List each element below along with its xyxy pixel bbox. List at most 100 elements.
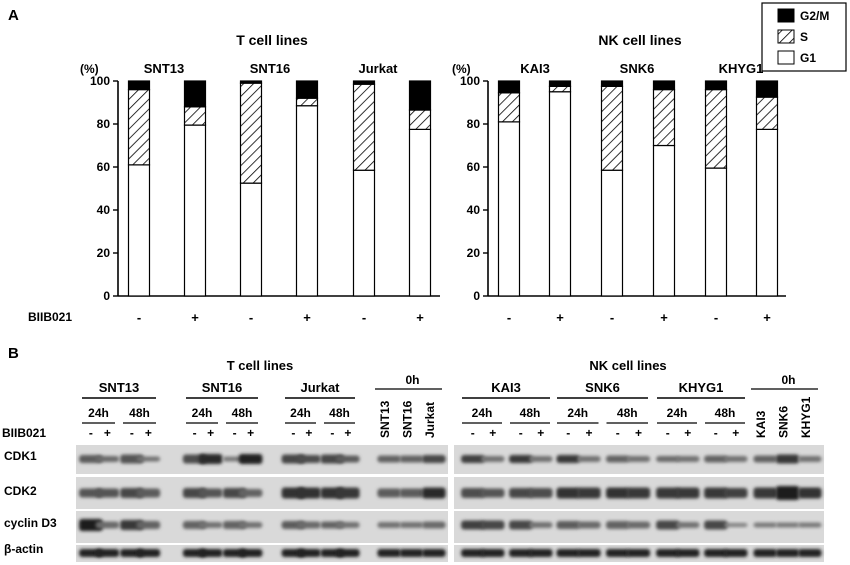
blot-band bbox=[481, 520, 505, 530]
blot-band bbox=[577, 487, 601, 499]
blot-band bbox=[529, 456, 553, 462]
nk-chart-bar-3-s bbox=[600, 85, 624, 171]
left-blot-mark: - bbox=[193, 426, 197, 440]
blot-band bbox=[481, 488, 505, 498]
right-blot-line-label: KHYG1 bbox=[679, 380, 724, 395]
blot-band bbox=[577, 456, 601, 462]
right-blot-time-label: 24h bbox=[472, 406, 493, 420]
right-blot-line-label: SNK6 bbox=[585, 380, 620, 395]
blot-band bbox=[399, 455, 424, 463]
right-zero-lane-label: KHYG1 bbox=[799, 396, 813, 438]
left-blot-mark: + bbox=[145, 426, 152, 440]
nk-chart-ytick-label: 20 bbox=[467, 246, 481, 260]
nk-line-label-khyg1: KHYG1 bbox=[719, 61, 764, 76]
legend: G2/M S G1 bbox=[761, 2, 847, 72]
legend-box bbox=[761, 2, 847, 72]
t-treatment-mark: - bbox=[362, 310, 366, 325]
blot-band bbox=[336, 522, 360, 528]
blot-band bbox=[656, 549, 680, 557]
blot-band bbox=[336, 487, 360, 499]
blot-band bbox=[79, 519, 103, 531]
blot-band bbox=[336, 549, 360, 557]
nk-treatment-mark: + bbox=[660, 310, 668, 325]
right-blot-mark: + bbox=[684, 426, 691, 440]
t-line-label-jurkat: Jurkat bbox=[358, 61, 398, 76]
blot-band bbox=[775, 486, 800, 500]
blot-band bbox=[461, 455, 485, 463]
blot-band bbox=[95, 549, 120, 557]
blot-band bbox=[704, 549, 728, 557]
blot-band bbox=[422, 549, 446, 557]
nk-chart-bar-2-s bbox=[548, 85, 572, 93]
right-zero-label: 0h bbox=[781, 373, 795, 387]
nk-chart-bar-6-g1 bbox=[755, 128, 779, 297]
blot-band bbox=[95, 521, 120, 529]
t-treatment-mark: + bbox=[303, 310, 311, 325]
panel-a-treatment-marks: - - + + - - + + - - + + bbox=[137, 310, 771, 325]
t-chart-ylabel: (%) bbox=[80, 62, 99, 76]
blot-band bbox=[377, 549, 401, 557]
blot-band bbox=[509, 549, 533, 557]
left-blot-mark: + bbox=[305, 426, 312, 440]
blot-band bbox=[136, 521, 161, 529]
t-line-label-snt16: SNT16 bbox=[250, 61, 290, 76]
right-blot-time-label: 48h bbox=[617, 406, 638, 420]
nk-chart-ylabel: (%) bbox=[452, 62, 471, 76]
panel-b-label: B bbox=[8, 345, 19, 362]
t-chart-bar-3-g1 bbox=[239, 182, 263, 297]
t-chart-bar-5-g2m bbox=[352, 80, 376, 85]
t-cell-chart-plot: 0 20 40 60 80 100 bbox=[90, 74, 440, 303]
blot-band bbox=[605, 521, 630, 529]
blot-band bbox=[626, 456, 651, 462]
left-blot-mark: - bbox=[233, 426, 237, 440]
blot-band bbox=[136, 456, 161, 462]
legend-label-g1: G1 bbox=[800, 51, 816, 65]
blot-band bbox=[529, 488, 553, 498]
nk-chart-bar-2-g2m bbox=[548, 80, 572, 87]
blot-band bbox=[238, 522, 263, 528]
nk-chart-ytick-label: 80 bbox=[467, 117, 481, 131]
nk-chart-title: NK cell lines bbox=[598, 32, 681, 48]
blot-band bbox=[556, 549, 580, 557]
t-cell-chart: T cell lines (%) SNT13 SNT16 Jurkat 0 20 4… bbox=[80, 32, 440, 303]
blot-band bbox=[676, 487, 700, 499]
t-line-label-snt13: SNT13 bbox=[144, 61, 184, 76]
left-blot-mark: - bbox=[330, 426, 334, 440]
blot-band bbox=[136, 549, 161, 557]
right-blot-mark: - bbox=[616, 426, 620, 440]
right-blot-mark: - bbox=[519, 426, 523, 440]
t-chart-bar-4-g2m bbox=[295, 80, 319, 99]
blot-band bbox=[509, 488, 533, 498]
nk-chart-ytick-label: 0 bbox=[473, 289, 480, 303]
left-blot-time-label: 24h bbox=[290, 406, 311, 420]
blot-band bbox=[297, 549, 321, 557]
protein-label-cdk2: CDK2 bbox=[4, 484, 37, 498]
blot-band bbox=[775, 549, 800, 557]
blot-band bbox=[798, 549, 822, 557]
left-blot-mark: + bbox=[247, 426, 254, 440]
nk-chart-ytick-label: 60 bbox=[467, 160, 481, 174]
nk-chart-bar-6-g2m bbox=[755, 80, 779, 98]
protein-label-cdk1: CDK1 bbox=[4, 449, 37, 463]
left-blot-time-label: 24h bbox=[88, 406, 109, 420]
legend-label-g2m: G2/M bbox=[800, 9, 829, 23]
right-blot-mark: + bbox=[635, 426, 642, 440]
blot-band bbox=[238, 489, 263, 497]
blot-band bbox=[377, 488, 401, 498]
left-blot-time-label: 48h bbox=[129, 406, 150, 420]
legend-swatch-g1 bbox=[777, 50, 795, 65]
right-blot-time-label: 24h bbox=[667, 406, 688, 420]
blot-band bbox=[399, 488, 424, 498]
t-chart-bar-1-g1 bbox=[127, 164, 151, 297]
left-blot-mark: - bbox=[291, 426, 295, 440]
nk-chart-bar-1-s bbox=[497, 92, 521, 123]
nk-chart-bar-1-g2m bbox=[497, 80, 521, 94]
protein-label-beta-actin: β-actin bbox=[4, 542, 43, 556]
nk-chart-bar-5-s bbox=[704, 88, 728, 169]
blot-band bbox=[198, 488, 223, 498]
blot-band bbox=[724, 523, 748, 527]
legend-swatch-g2m bbox=[777, 8, 795, 23]
blot-band bbox=[798, 522, 822, 528]
left-blot-mark: + bbox=[104, 426, 111, 440]
